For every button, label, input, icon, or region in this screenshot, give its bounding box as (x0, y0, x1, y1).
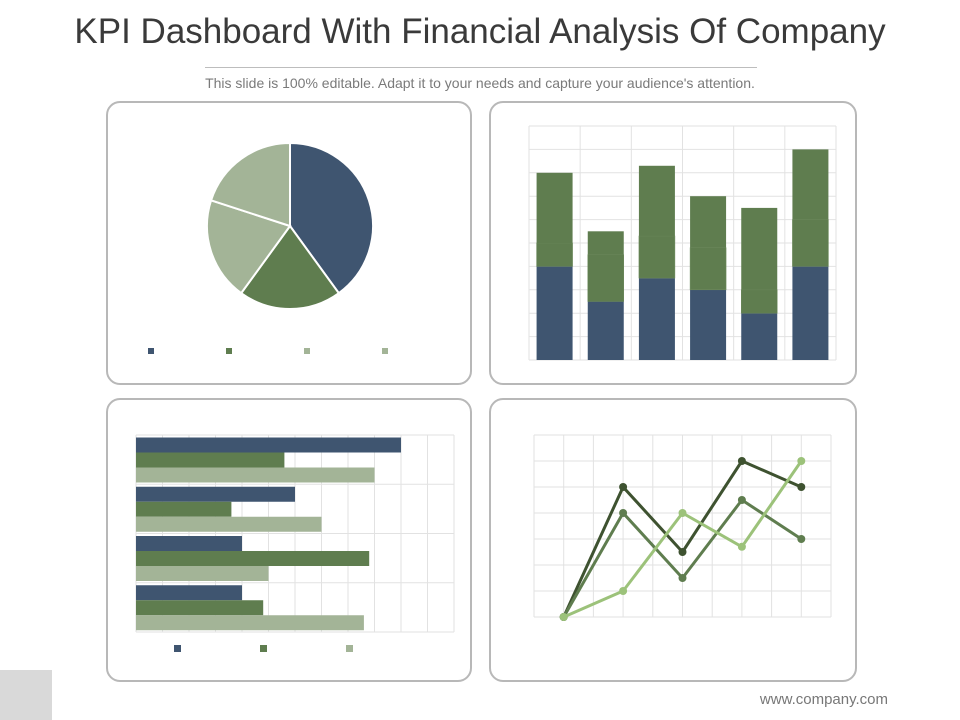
pie-slice (289, 141, 374, 295)
bar-segment (792, 219, 829, 267)
data-point (737, 496, 746, 504)
data-point (678, 574, 687, 582)
bar-segment (587, 301, 624, 360)
bar-segment (690, 196, 727, 248)
legend-swatch (174, 645, 181, 652)
page-subtitle: This slide is 100% editable. Adapt it to… (205, 75, 755, 91)
stacked-bar-chart-panel (489, 101, 857, 385)
bar (136, 501, 232, 517)
bar-segment-outline (792, 219, 829, 267)
data-point (797, 483, 806, 491)
data-point (619, 483, 628, 491)
data-point (678, 548, 687, 556)
data-point (737, 542, 746, 551)
bar-segment (587, 254, 624, 302)
bar (136, 452, 285, 468)
bar (136, 551, 370, 566)
bar-segment (536, 243, 573, 267)
bar-segment (741, 289, 778, 314)
line-chart (533, 434, 832, 621)
pie-slice (239, 224, 341, 310)
legend-swatch (148, 348, 154, 354)
legend-swatch (346, 645, 353, 652)
data-point (619, 587, 628, 595)
bar-segment (741, 313, 778, 360)
horizontal-bar-chart-panel (106, 398, 472, 682)
bar (136, 437, 401, 453)
bar-segment (638, 165, 675, 236)
bar-segment (792, 266, 829, 360)
data-point (737, 457, 746, 465)
data-point (678, 509, 687, 517)
bar-segment (536, 266, 573, 360)
bar-segment (638, 235, 675, 279)
pie-slice (209, 141, 291, 228)
bar-segment (741, 207, 778, 290)
line-chart-panel (489, 398, 857, 682)
bar (136, 536, 242, 551)
legend-swatch (304, 348, 310, 354)
bar (136, 600, 264, 616)
bar (136, 516, 322, 532)
legend-swatch (226, 348, 232, 354)
corner-decoration (0, 670, 52, 720)
bar-segment (638, 278, 675, 360)
footer-url: www.company.com (759, 691, 888, 708)
bar (136, 566, 269, 581)
bar-segment (690, 247, 727, 290)
bar (136, 467, 375, 483)
bar (136, 585, 242, 601)
data-point (559, 613, 568, 621)
bar (136, 615, 364, 631)
bar-segment (536, 172, 573, 243)
bar-segment (792, 149, 829, 220)
title-divider (205, 67, 757, 68)
data-point (619, 509, 628, 517)
horizontal-bar-chart (135, 434, 455, 652)
data-point (797, 535, 806, 543)
bar-segment (587, 231, 624, 255)
legend-swatch (260, 645, 267, 652)
pie-slice (206, 199, 292, 295)
pie-chart (148, 141, 388, 354)
legend-swatch (382, 348, 388, 354)
bar (136, 486, 295, 502)
stacked-bar-chart (528, 125, 837, 361)
page-title: KPI Dashboard With Financial Analysis Of… (74, 12, 886, 51)
bar-segment (690, 289, 727, 360)
pie-chart-panel (106, 101, 472, 385)
data-point (797, 457, 806, 465)
